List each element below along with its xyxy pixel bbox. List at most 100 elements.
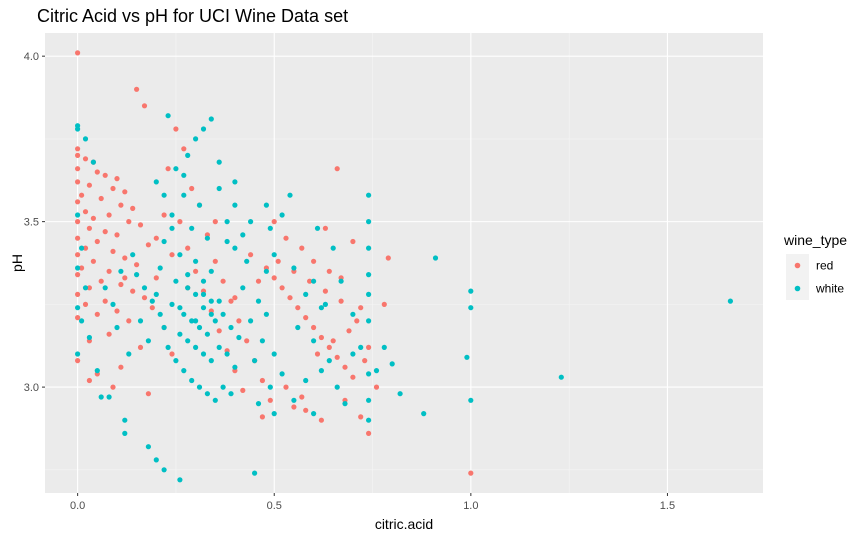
data-point-white	[397, 391, 403, 397]
data-point-red	[110, 384, 116, 390]
data-point-red	[106, 212, 112, 218]
data-point-white	[236, 334, 242, 341]
data-point-red	[102, 229, 108, 235]
data-point-red	[232, 295, 238, 301]
data-point-white	[279, 212, 285, 218]
data-point-red	[350, 238, 356, 245]
data-point-white	[75, 351, 81, 357]
data-point-white	[157, 311, 163, 317]
data-point-red	[94, 311, 100, 317]
data-point-red	[216, 328, 222, 334]
data-point-red	[346, 328, 352, 334]
data-point-white	[114, 324, 120, 331]
data-point-red	[75, 199, 81, 205]
data-point-white	[366, 192, 372, 198]
series-white	[75, 113, 734, 483]
data-point-red	[86, 285, 92, 291]
data-point-white	[82, 136, 89, 142]
chart-title: Citric Acid vs pH for UCI Wine Data set	[37, 6, 348, 26]
data-point-white	[271, 411, 277, 417]
data-point-red	[86, 182, 92, 188]
data-point-red	[118, 202, 124, 208]
data-point-white	[75, 265, 81, 271]
data-point-red	[287, 295, 293, 301]
data-point-red	[212, 219, 218, 225]
data-point-red	[307, 278, 313, 284]
data-point-white	[102, 285, 108, 291]
data-point-red	[137, 344, 144, 350]
data-point-white	[432, 255, 439, 261]
data-point-white	[185, 272, 191, 278]
data-point-white	[216, 298, 222, 304]
legend-title: wine_type	[783, 232, 847, 248]
data-point-red	[189, 185, 195, 192]
data-point-white	[204, 391, 210, 397]
data-point-white	[134, 272, 140, 278]
data-point-red	[259, 414, 265, 420]
data-point-white	[204, 235, 210, 241]
data-point-white	[464, 354, 470, 360]
x-tick-label: 1.0	[463, 500, 478, 512]
data-point-white	[240, 285, 246, 291]
data-point-red	[267, 397, 273, 403]
y-axis-title: pH	[9, 254, 25, 272]
data-point-red	[362, 358, 368, 364]
data-point-white	[255, 401, 262, 407]
data-point-white	[342, 401, 348, 407]
data-point-white	[212, 397, 218, 403]
data-point-white	[165, 113, 171, 119]
data-point-white	[220, 311, 226, 317]
data-point-white	[208, 298, 214, 304]
data-point-red	[118, 364, 124, 370]
data-point-white	[75, 212, 81, 218]
data-point-white	[303, 377, 309, 384]
data-point-red	[102, 172, 108, 178]
data-point-white	[303, 291, 309, 297]
data-point-white	[161, 467, 167, 473]
data-point-red	[303, 407, 309, 413]
data-point-red	[334, 354, 340, 360]
data-point-red	[82, 156, 89, 162]
data-point-white	[271, 351, 277, 357]
data-point-red	[181, 146, 187, 152]
data-point-red	[82, 245, 89, 251]
data-point-red	[259, 377, 265, 384]
data-point-red	[79, 265, 85, 271]
data-point-red	[173, 126, 179, 132]
data-point-white	[366, 397, 372, 403]
data-point-white	[122, 417, 128, 423]
data-point-white	[169, 225, 175, 231]
data-point-white	[181, 368, 187, 374]
data-point-white	[110, 301, 116, 307]
data-point-white	[145, 444, 151, 450]
data-point-red	[236, 318, 242, 324]
data-point-white	[173, 358, 179, 364]
data-point-white	[200, 278, 207, 284]
data-point-red	[145, 391, 151, 397]
data-point-red	[358, 305, 364, 311]
data-point-red	[358, 414, 364, 420]
data-point-white	[366, 291, 372, 297]
data-point-red	[248, 252, 254, 258]
y-tick-label: 4.0	[24, 51, 39, 63]
data-point-red	[110, 248, 116, 254]
data-point-white	[366, 272, 372, 278]
data-point-white	[224, 238, 230, 245]
data-point-white	[373, 368, 380, 374]
data-point-red	[322, 225, 328, 231]
data-point-white	[185, 152, 191, 158]
data-point-red	[303, 315, 309, 321]
data-point-red	[114, 176, 120, 182]
data-point-white	[193, 136, 199, 142]
data-point-white	[200, 126, 207, 132]
data-point-red	[75, 152, 81, 158]
x-tick-label: 1.5	[660, 500, 675, 512]
data-point-red	[75, 291, 81, 297]
data-point-white	[189, 225, 195, 231]
data-point-white	[98, 394, 104, 400]
data-point-white	[350, 311, 356, 317]
data-point-red	[165, 166, 171, 172]
data-point-red	[94, 238, 100, 245]
data-point-white	[248, 318, 254, 324]
data-point-white	[212, 318, 218, 324]
